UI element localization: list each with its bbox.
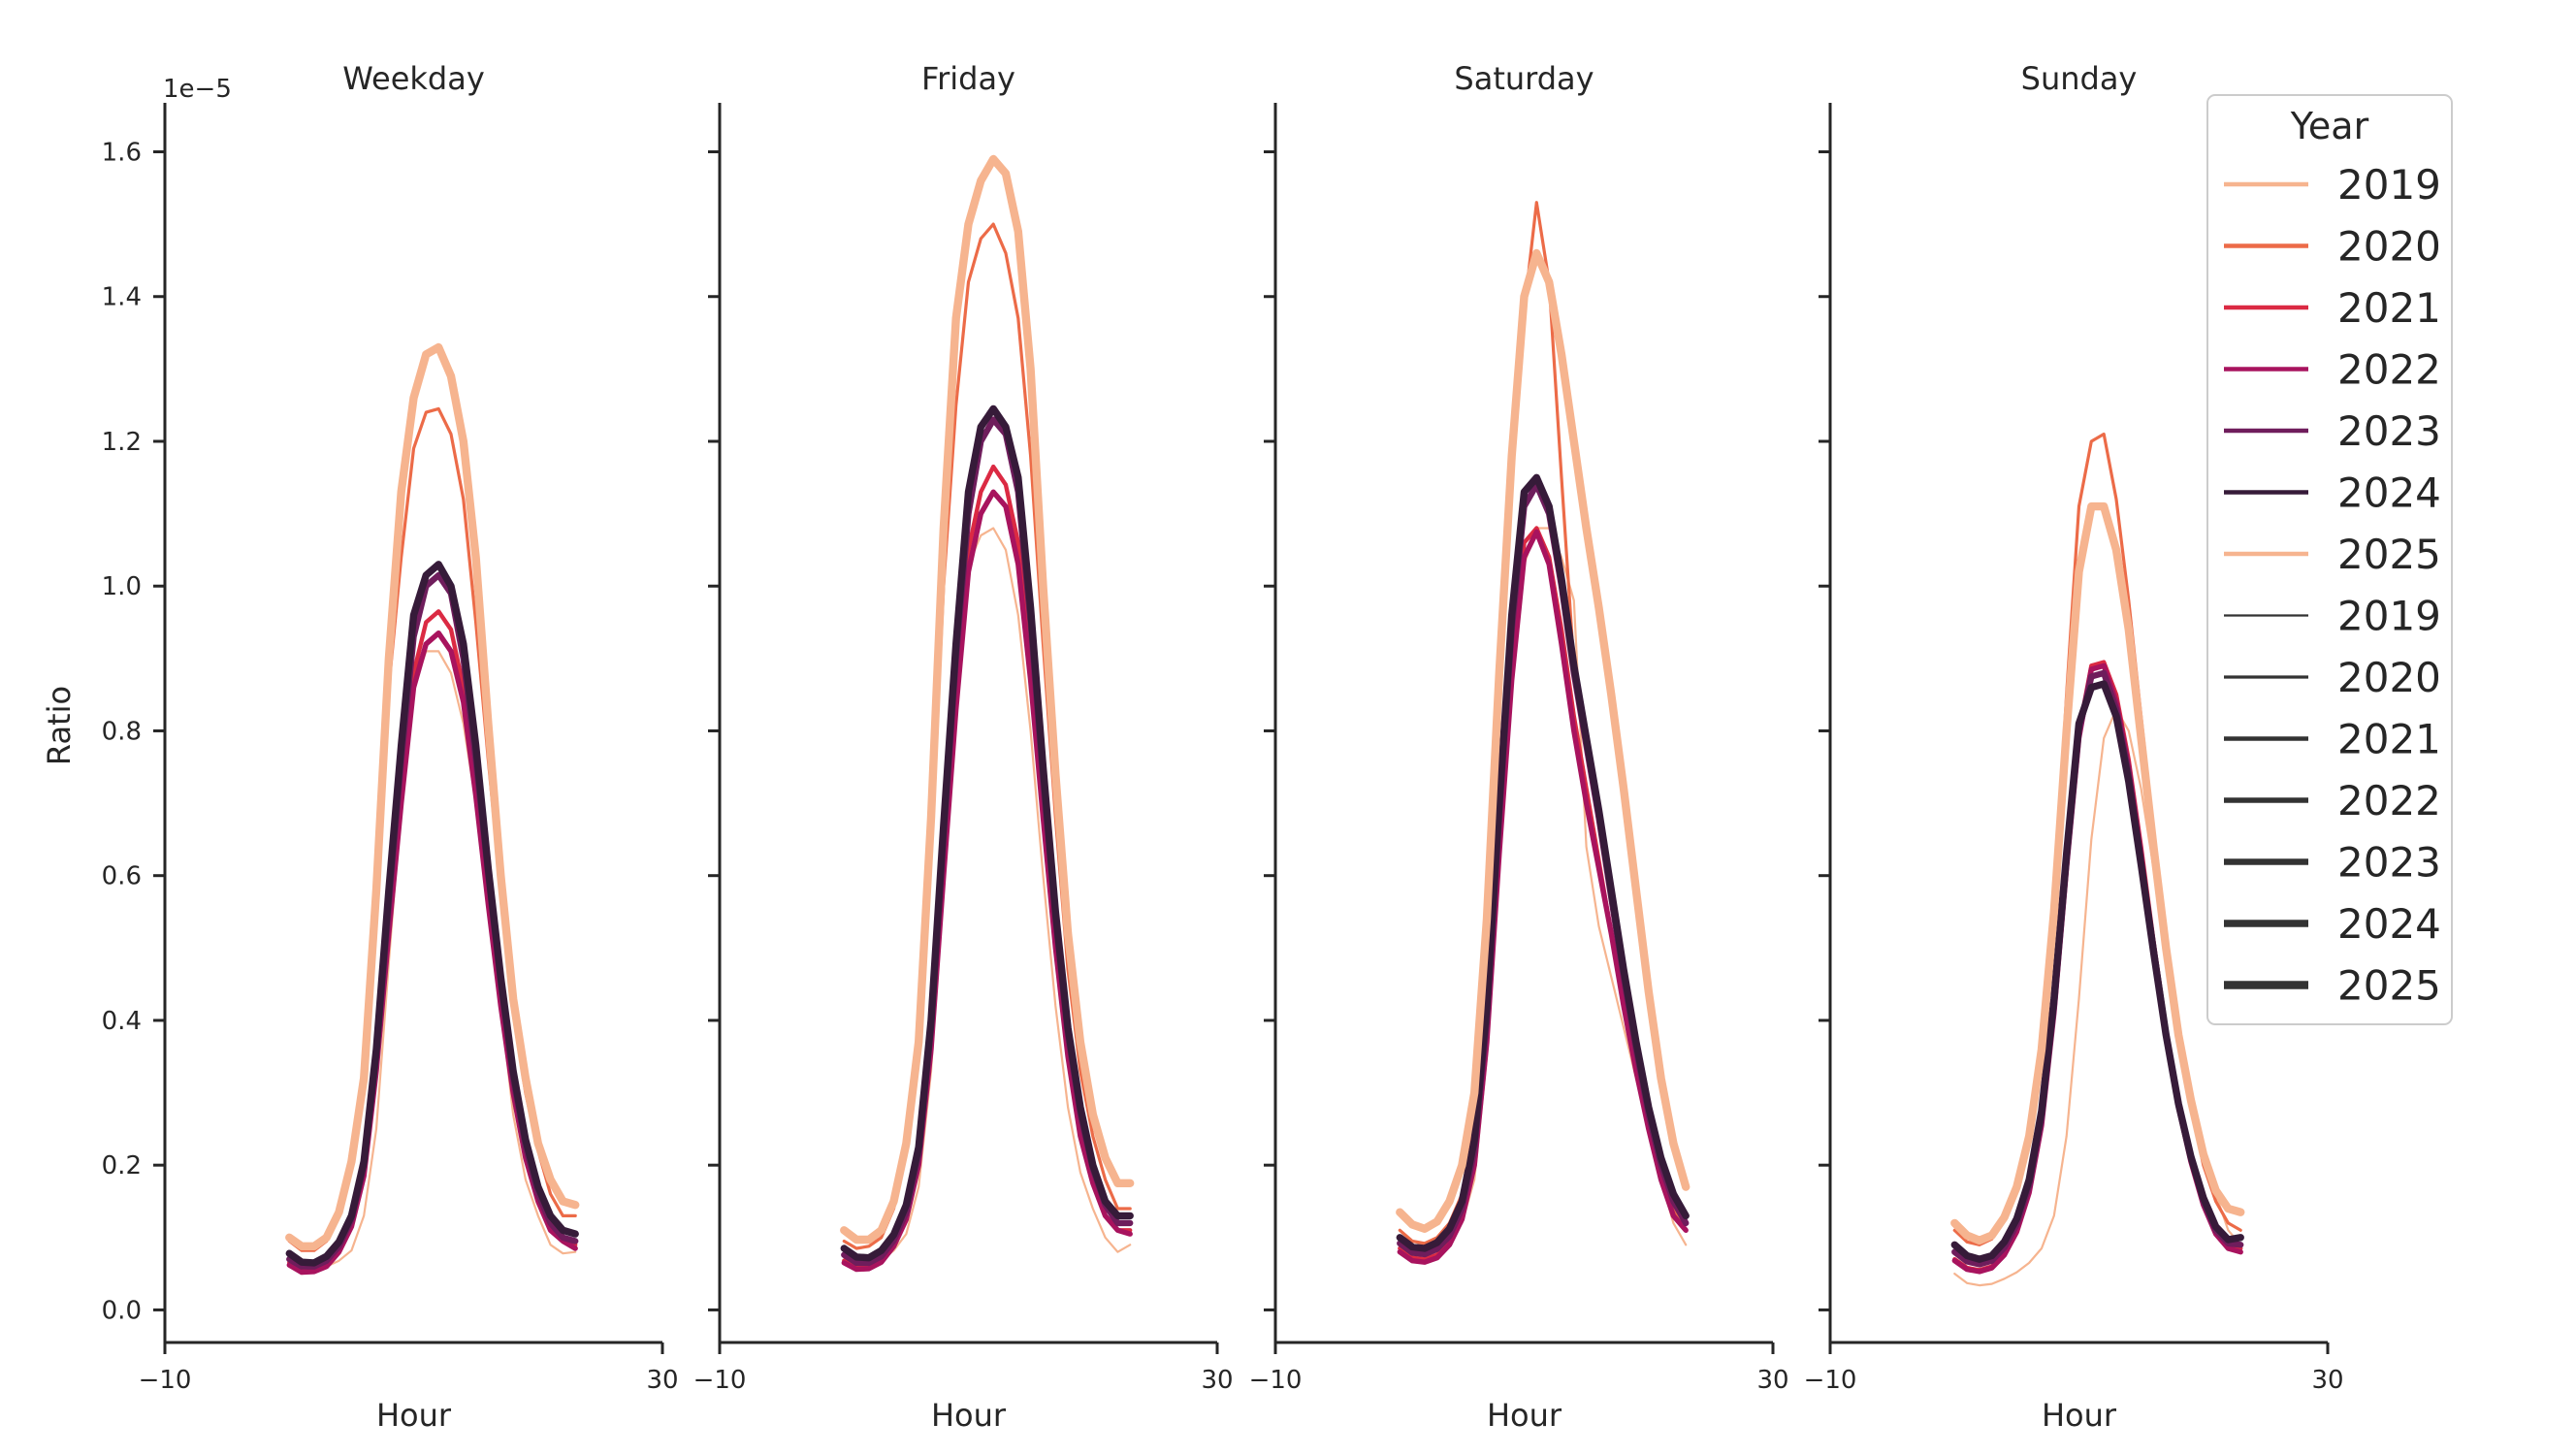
legend-entry-label: 2019: [2337, 161, 2441, 209]
series-line-2025: [1950, 501, 2245, 1245]
x-tick-label: −10: [1249, 1366, 1303, 1395]
panel-title: Saturday: [1454, 60, 1594, 97]
legend-entry-label: 2025: [2337, 962, 2441, 1010]
x-tick-label: −10: [1804, 1366, 1857, 1395]
panel-sunday: Sunday −10 30 Hour: [1804, 60, 2344, 1434]
panel-title: Friday: [921, 60, 1015, 97]
legend-entry-label: 2022: [2337, 346, 2441, 394]
legend-entry-label: 2022: [2337, 777, 2441, 824]
legend-entry-label: 2024: [2337, 900, 2441, 948]
y-tick-label: 0.2: [102, 1151, 142, 1180]
series-line-2022: [1397, 529, 1689, 1265]
legend-entry-label: 2019: [2337, 593, 2441, 640]
series-line-2024: [840, 404, 1134, 1262]
panel-weekday: Weekday 0.0 0.2 0.4 0.6 0.8 1.0 1.2 1.4 1.6 −10 30 H…: [102, 60, 679, 1434]
series-line-2024: [285, 561, 579, 1267]
series-line-2022: [841, 489, 1133, 1273]
panel-title: Sunday: [2021, 60, 2138, 97]
series-line-2023: [1397, 481, 1690, 1258]
x-tick-label: −10: [139, 1366, 192, 1395]
x-axis-label: Hour: [1487, 1397, 1562, 1434]
legend-entry-label: 2025: [2337, 531, 2441, 578]
legend-entry-label: 2023: [2337, 839, 2441, 887]
x-tick-label: 30: [1756, 1366, 1788, 1395]
x-tick-label: 30: [646, 1366, 678, 1395]
series-line-2019: [1399, 527, 1688, 1246]
y-tick-label: 0.6: [102, 862, 142, 891]
y-tick-label: 0.8: [102, 717, 142, 746]
y-tick-label: 1.4: [102, 283, 142, 312]
y-tick-label: 1.6: [102, 139, 142, 168]
legend-entry-label: 2024: [2337, 469, 2441, 517]
y-axis-label: Ratio: [41, 686, 78, 765]
legend-title: Year: [2290, 105, 2369, 147]
legend-entry-label: 2021: [2337, 716, 2441, 763]
series-line-2019: [1953, 707, 2242, 1287]
x-tick-label: −10: [693, 1366, 747, 1395]
y-tick-label: 1.2: [102, 428, 142, 457]
panel-title: Weekday: [342, 60, 485, 97]
series-line-2025: [1396, 248, 1690, 1234]
x-tick-label: 30: [1201, 1366, 1233, 1395]
legend-entry-label: 2020: [2337, 654, 2441, 701]
x-axis-label: Hour: [931, 1397, 1007, 1434]
x-axis-label: Hour: [376, 1397, 452, 1434]
series-line-2025: [285, 342, 580, 1251]
legend: Year 2019 2020 2021 2022 2023 2024 2025 2019 2020…: [2206, 94, 2453, 1025]
facet-panels: Weekday 0.0 0.2 0.4 0.6 0.8 1.0 1.2 1.4 1.6 −10 30 H…: [102, 60, 2344, 1434]
series-line-2021: [1398, 526, 1689, 1262]
y-tick-label: 0.4: [102, 1007, 142, 1036]
x-tick-label: 30: [2311, 1366, 2343, 1395]
y-tick-label: 0.0: [102, 1296, 142, 1325]
series-line-2024: [1396, 473, 1690, 1252]
legend-entry-label: 2020: [2337, 223, 2441, 271]
panel-saturday: Saturday −10 30 Hour: [1249, 60, 1789, 1434]
series-line-2025: [840, 154, 1135, 1245]
panel-friday: Friday −10 30 Hour: [693, 60, 1234, 1434]
series-line-2024: [1950, 680, 2244, 1263]
x-axis-label: Hour: [2042, 1397, 2117, 1434]
y-tick-label: 1.0: [102, 572, 142, 601]
series-line-2019: [288, 650, 577, 1276]
legend-frame: [2206, 94, 2453, 1025]
legend-entry-label: 2023: [2337, 407, 2441, 455]
y-axis-offset-label: 1e−5: [163, 75, 232, 104]
legend-entry-label: 2021: [2337, 284, 2441, 332]
